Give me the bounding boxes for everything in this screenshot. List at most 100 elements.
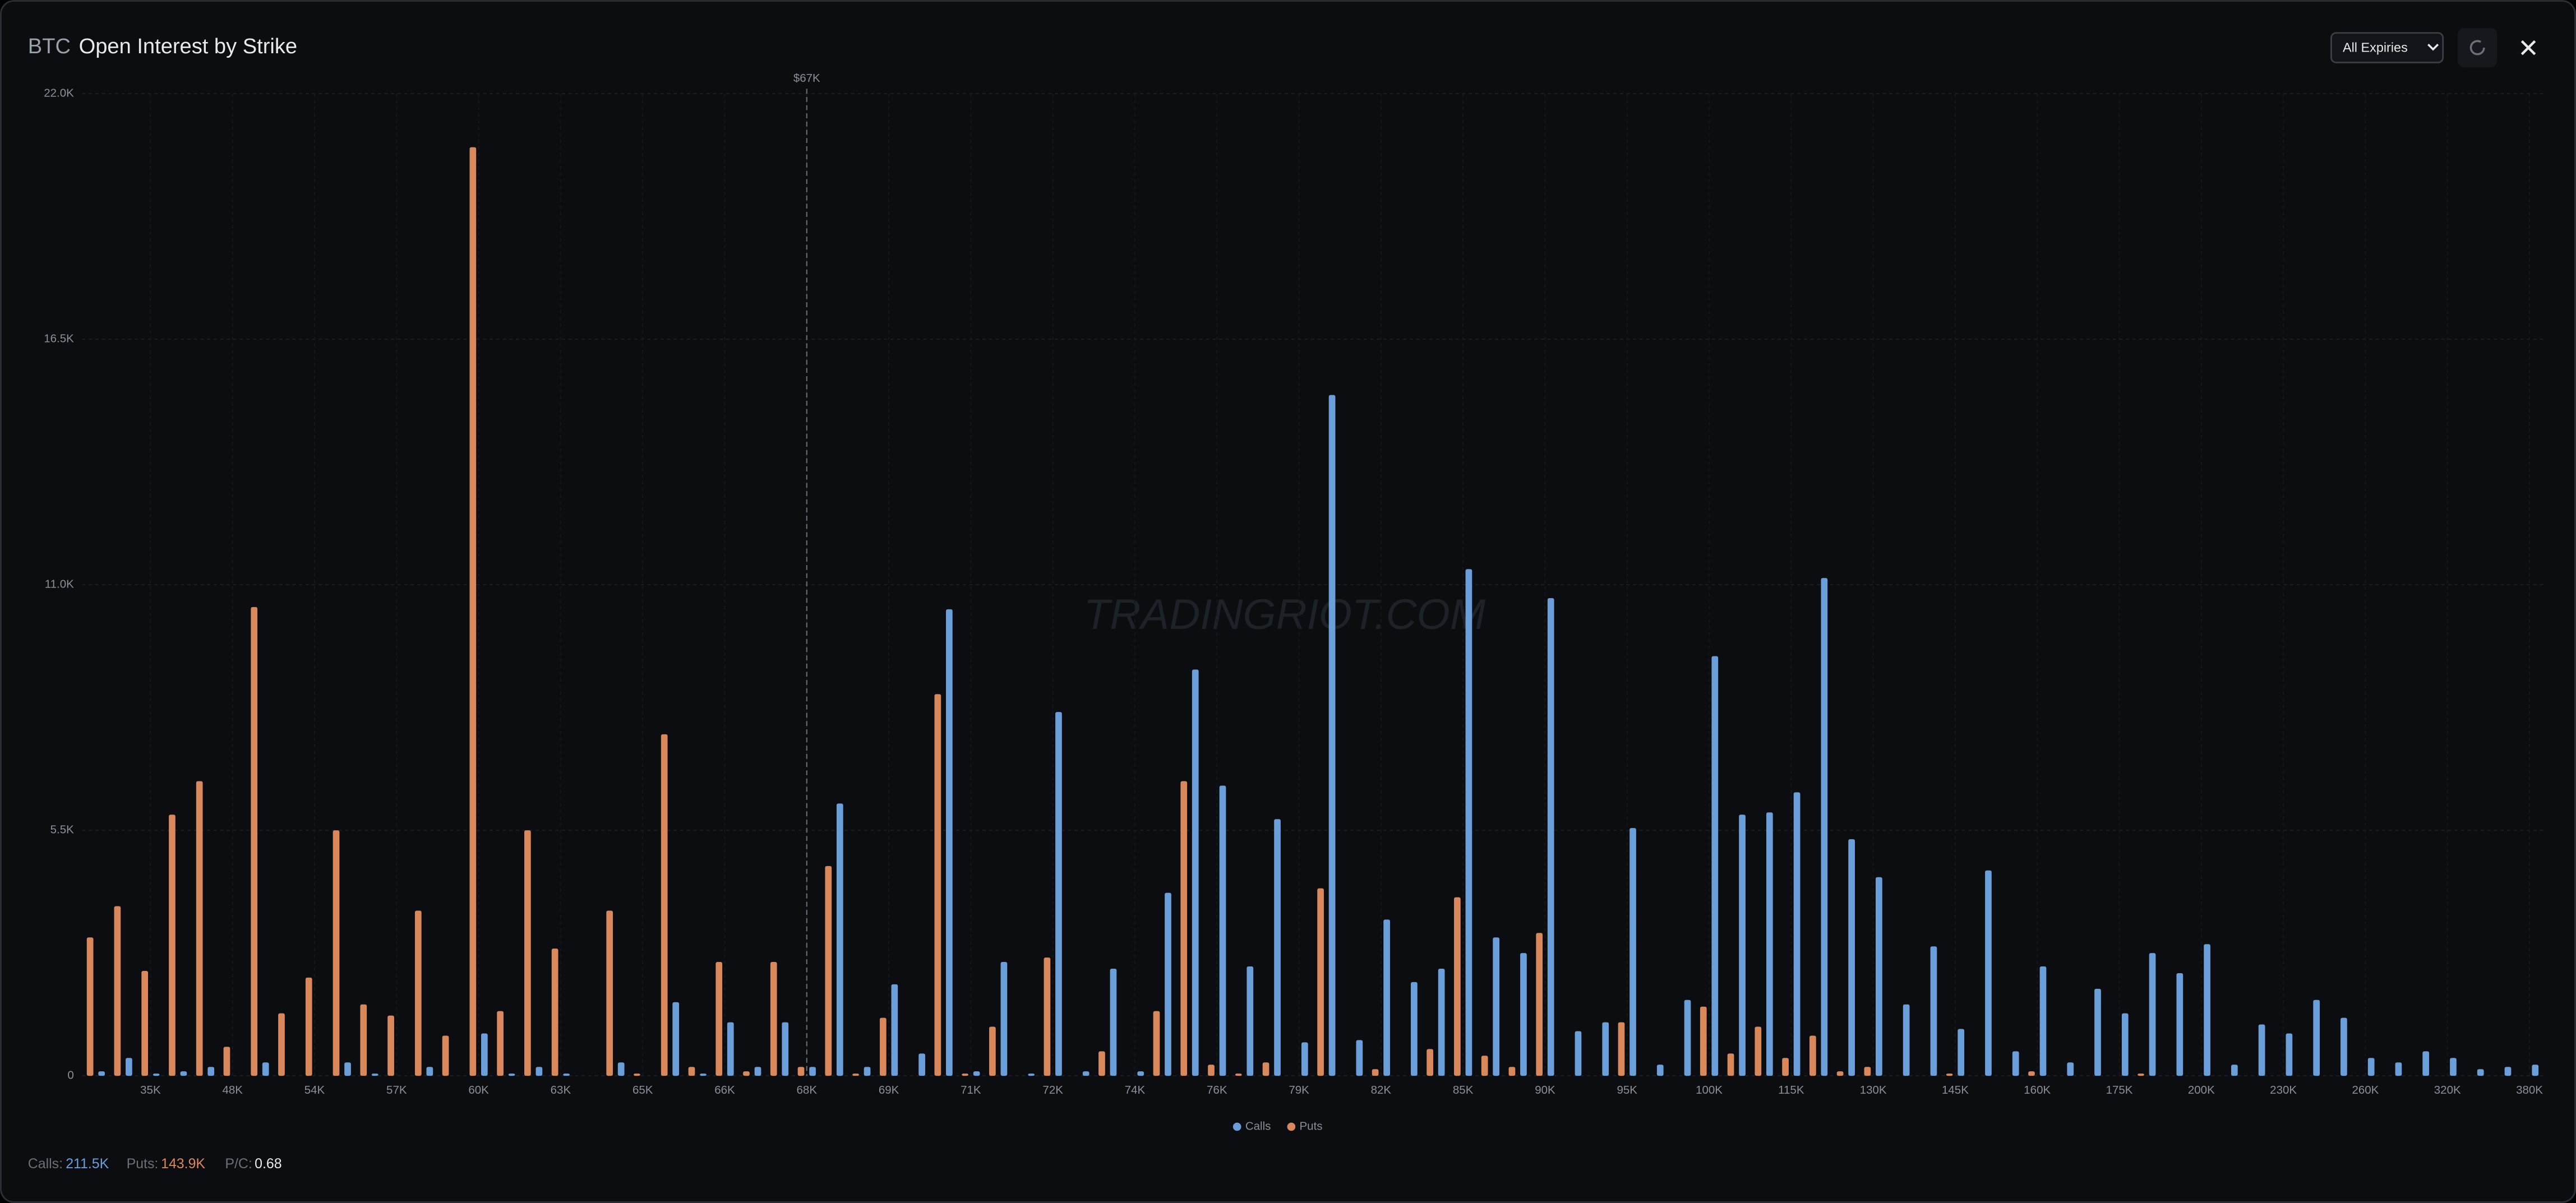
bar bbox=[1782, 1058, 1789, 1076]
x-tick-label: 160K bbox=[2024, 1084, 2051, 1096]
bar bbox=[1028, 1074, 1035, 1076]
bar bbox=[262, 1062, 269, 1076]
bar bbox=[2258, 1024, 2265, 1076]
refresh-button[interactable] bbox=[2458, 27, 2497, 68]
bar bbox=[344, 1062, 351, 1076]
bar bbox=[1000, 962, 1008, 1076]
bar bbox=[86, 937, 94, 1076]
refresh-bg[interactable] bbox=[2458, 27, 2497, 68]
legend-label: Puts bbox=[1300, 1119, 1323, 1132]
bar bbox=[1454, 897, 1461, 1076]
bar bbox=[1575, 1031, 1582, 1076]
bar bbox=[141, 970, 149, 1076]
bar bbox=[1235, 1074, 1242, 1076]
legend-dot bbox=[1287, 1122, 1296, 1131]
bar bbox=[1985, 870, 1992, 1076]
bar bbox=[2367, 1058, 2375, 1076]
select-caret bbox=[2427, 43, 2439, 51]
bar bbox=[1372, 1069, 1379, 1076]
x-tick-label: 175K bbox=[2106, 1084, 2133, 1096]
select-label[interactable]: All Expiries bbox=[2343, 40, 2408, 55]
x-tick-label: 63K bbox=[551, 1084, 571, 1096]
select-box[interactable] bbox=[2330, 32, 2444, 63]
bar bbox=[688, 1067, 695, 1076]
close-button[interactable] bbox=[2520, 40, 2536, 55]
x-tick-label: 90K bbox=[1535, 1084, 1555, 1096]
bar bbox=[1700, 1006, 1707, 1076]
bar bbox=[1602, 1022, 1609, 1076]
bar bbox=[1082, 1071, 1090, 1076]
bar bbox=[1618, 1022, 1625, 1076]
bar bbox=[1411, 982, 1418, 1076]
ratio: 0.68 bbox=[255, 1156, 281, 1172]
x-tick-label: 100K bbox=[1696, 1084, 1723, 1096]
expiry-select[interactable]: All Expiries bbox=[2330, 32, 2444, 63]
footer: Calls: 211.5K Puts: 143.9K P/C: 0.68 bbox=[28, 1156, 282, 1172]
bar bbox=[918, 1053, 925, 1076]
bar bbox=[946, 609, 953, 1076]
bar bbox=[1044, 957, 1051, 1076]
x-tick-label: 35K bbox=[140, 1084, 161, 1096]
x-tick-label: 54K bbox=[304, 1084, 325, 1096]
calls-label: Calls: bbox=[28, 1156, 63, 1172]
bar bbox=[371, 1074, 378, 1076]
bar bbox=[825, 866, 832, 1076]
x-tick-label: 71K bbox=[961, 1084, 981, 1096]
bar bbox=[1946, 1074, 1953, 1076]
bar bbox=[1547, 598, 1554, 1076]
bar bbox=[1809, 1035, 1816, 1076]
bar bbox=[2504, 1067, 2512, 1076]
bar bbox=[1301, 1042, 1308, 1076]
bar bbox=[387, 1015, 394, 1076]
puts-label: Puts: bbox=[127, 1156, 159, 1172]
close-icon[interactable] bbox=[2520, 40, 2536, 55]
bar bbox=[1219, 785, 1226, 1076]
legend-label: Calls bbox=[1245, 1119, 1271, 1132]
bar bbox=[2313, 1000, 2320, 1076]
bar bbox=[1328, 395, 1336, 1076]
y-tick-label: 11.0K bbox=[45, 578, 74, 591]
x-tick-label: 65K bbox=[633, 1084, 653, 1096]
bar bbox=[469, 147, 477, 1076]
bar bbox=[1727, 1053, 1734, 1076]
bar bbox=[2231, 1065, 2238, 1076]
bar bbox=[508, 1074, 515, 1076]
x-tick-label: 200K bbox=[2188, 1084, 2215, 1096]
bar bbox=[1493, 937, 1500, 1076]
bar bbox=[770, 962, 777, 1076]
watermark: TRADINGRIOT.COM bbox=[1084, 591, 1486, 638]
bar bbox=[126, 1058, 132, 1076]
bar bbox=[360, 1004, 367, 1076]
y-tick-label: 16.5K bbox=[44, 332, 74, 345]
bar bbox=[442, 1035, 449, 1076]
bar bbox=[1165, 892, 1171, 1076]
bar bbox=[1180, 781, 1188, 1076]
calls-total: 211.5K bbox=[66, 1156, 109, 1172]
x-tick-label: 260K bbox=[2352, 1084, 2379, 1096]
bar bbox=[2012, 1051, 2019, 1076]
x-tick-label: 79K bbox=[1289, 1084, 1309, 1096]
bar bbox=[606, 910, 613, 1076]
legend-dot bbox=[1232, 1122, 1241, 1131]
bar bbox=[1739, 815, 1746, 1076]
bar bbox=[251, 607, 258, 1076]
bar bbox=[2138, 1074, 2144, 1076]
bar bbox=[305, 977, 312, 1076]
bar bbox=[2121, 1013, 2129, 1076]
bar bbox=[2395, 1062, 2402, 1076]
x-tick-label: 320K bbox=[2434, 1084, 2461, 1096]
bar bbox=[1520, 953, 1527, 1076]
bar bbox=[1055, 712, 1062, 1076]
bar bbox=[715, 962, 723, 1076]
bar bbox=[1864, 1067, 1871, 1076]
bar bbox=[1274, 819, 1281, 1076]
y-tick-label: 5.5K bbox=[50, 823, 74, 836]
bar bbox=[1684, 1000, 1691, 1076]
bar bbox=[1356, 1040, 1363, 1076]
bar bbox=[2450, 1058, 2457, 1076]
bar bbox=[661, 734, 668, 1076]
bar bbox=[962, 1074, 968, 1076]
bar bbox=[879, 1017, 887, 1076]
bar bbox=[672, 1002, 680, 1076]
